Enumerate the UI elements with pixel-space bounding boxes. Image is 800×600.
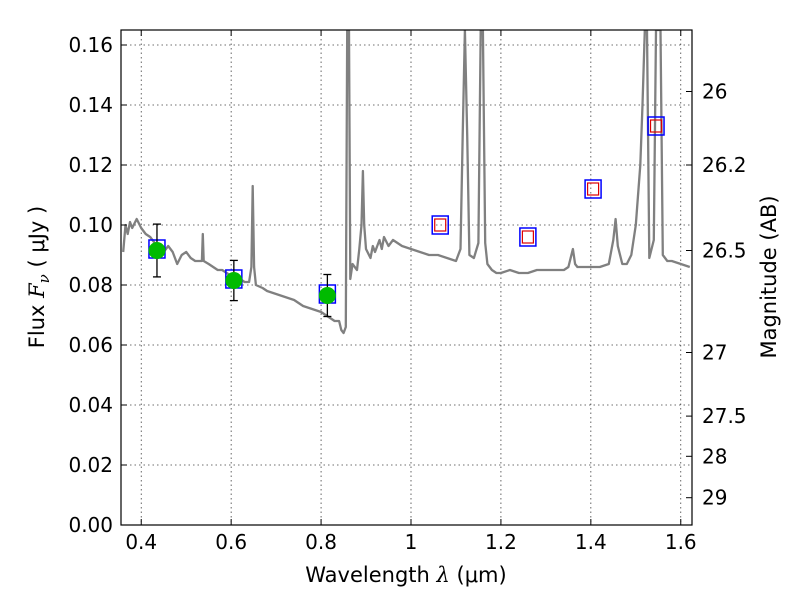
model-band-marker	[647, 116, 665, 136]
x-tick-label: 1	[405, 530, 418, 554]
observed-point	[318, 287, 336, 304]
y-axis-title: Flux Fν ( μJy )	[25, 206, 53, 348]
observed-point	[225, 272, 243, 289]
y-tick-label: 0.02	[68, 453, 113, 477]
right-tick-label: 29	[702, 486, 727, 510]
y-tick-label: 0.10	[68, 213, 113, 237]
model-band-marker	[584, 179, 602, 199]
upper-limit-marker	[434, 218, 447, 232]
x-tick-label: 0.6	[215, 530, 247, 554]
y-tick-label: 0.00	[68, 513, 113, 537]
y-tick-label: 0.06	[68, 333, 113, 357]
x-tick-label: 1.2	[485, 530, 517, 554]
x-tick-label: 1.6	[665, 530, 697, 554]
upper-limit-marker	[649, 119, 663, 133]
model-band-marker	[519, 227, 537, 247]
model-spectrum-line	[122, 30, 691, 335]
plot-frame	[120, 29, 693, 526]
y-tick-label: 0.16	[68, 33, 113, 57]
observed-point	[148, 242, 166, 259]
y-tick-label: 0.14	[68, 93, 113, 117]
y-tick-label: 0.12	[68, 153, 113, 177]
right-axis-title: Magnitude (AB)	[757, 195, 781, 358]
right-tick-label: 27	[702, 341, 727, 365]
right-tick-label: 26.5	[702, 239, 747, 263]
y-tick-label: 0.08	[68, 273, 113, 297]
x-tick-label: 1.4	[575, 530, 607, 554]
x-axis-title: Wavelength λ (μm)	[305, 563, 506, 587]
upper-limit-marker	[521, 230, 534, 244]
data-layer	[122, 30, 691, 335]
x-tick-label: 0.8	[305, 530, 337, 554]
x-tick-label: 0.4	[125, 530, 157, 554]
right-tick-label: 26	[702, 80, 727, 104]
model-band-marker	[431, 215, 449, 235]
y-tick-label: 0.04	[68, 393, 113, 417]
plot-background	[121, 30, 692, 525]
upper-limit-marker	[586, 182, 600, 196]
right-tick-label: 28	[702, 444, 727, 468]
right-tick-label: 26.2	[702, 153, 747, 177]
ticks: 0.4 0.6 0.8 1 1.2 1.4 1.6 0.00 0.02 0.04 0.06 0.08 0…	[68, 30, 747, 554]
right-tick-label: 27.5	[702, 404, 747, 428]
